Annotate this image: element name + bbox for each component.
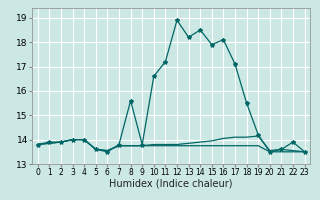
X-axis label: Humidex (Indice chaleur): Humidex (Indice chaleur) [109,179,233,189]
